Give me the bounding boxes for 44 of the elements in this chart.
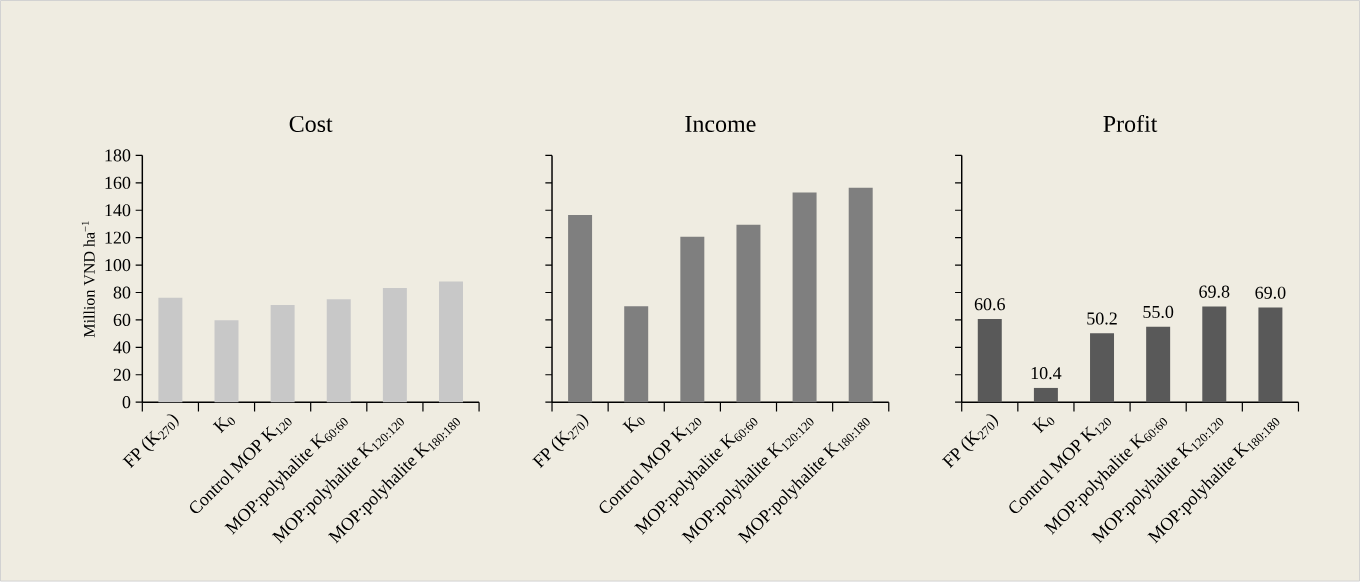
bar [736,224,761,403]
x-tick-label: K$_{0}$ [622,417,645,434]
bar [1202,306,1227,403]
y-tick-label: 160 [105,176,131,190]
x-tick-label: FP (K$_{270}$) [532,414,589,469]
y-tick-label: 100 [105,259,131,272]
bar [214,320,239,403]
data-label: 69.8 [1199,285,1230,298]
y-tick-label: 40 [113,341,131,354]
x-tick-label: FP (K$_{270}$) [941,414,998,469]
x-tick-label: K$_{0}$ [212,417,235,434]
y-tick-label: 60 [113,314,131,327]
bar [977,319,1002,403]
data-label: 55.0 [1143,306,1174,319]
x-tick-label: K$_{0}$ [1032,417,1055,434]
chart-title: Income [685,116,756,133]
y-tick-label: 80 [113,286,131,299]
data-label: 69.0 [1255,286,1286,300]
bar [1033,388,1058,403]
bar [568,215,593,403]
chart-title: Cost [289,116,333,133]
y-axis-title: Million VND ha$^{−1}$ [81,221,95,338]
bar [1090,333,1115,403]
chart-title: Profit [1103,115,1158,133]
y-tick-label: 0 [122,396,131,409]
bar [848,187,873,403]
y-tick-label: 180 [105,149,131,162]
bar [382,288,407,403]
data-label: 50.2 [1087,312,1117,325]
data-label: 10.4 [1031,367,1062,380]
bar [680,236,705,403]
y-tick-label: 140 [105,204,131,217]
bar [326,299,351,403]
bar [624,306,649,403]
bar [792,192,817,403]
bar [270,305,295,403]
y-tick-label: 20 [113,368,131,382]
bar [1146,327,1171,403]
x-tick-label: FP (K$_{270}$) [122,414,179,469]
bar [1258,307,1283,403]
bar [439,281,463,403]
y-tick-label: 120 [105,231,131,244]
bar [158,297,183,403]
data-label: 60.6 [974,298,1005,311]
